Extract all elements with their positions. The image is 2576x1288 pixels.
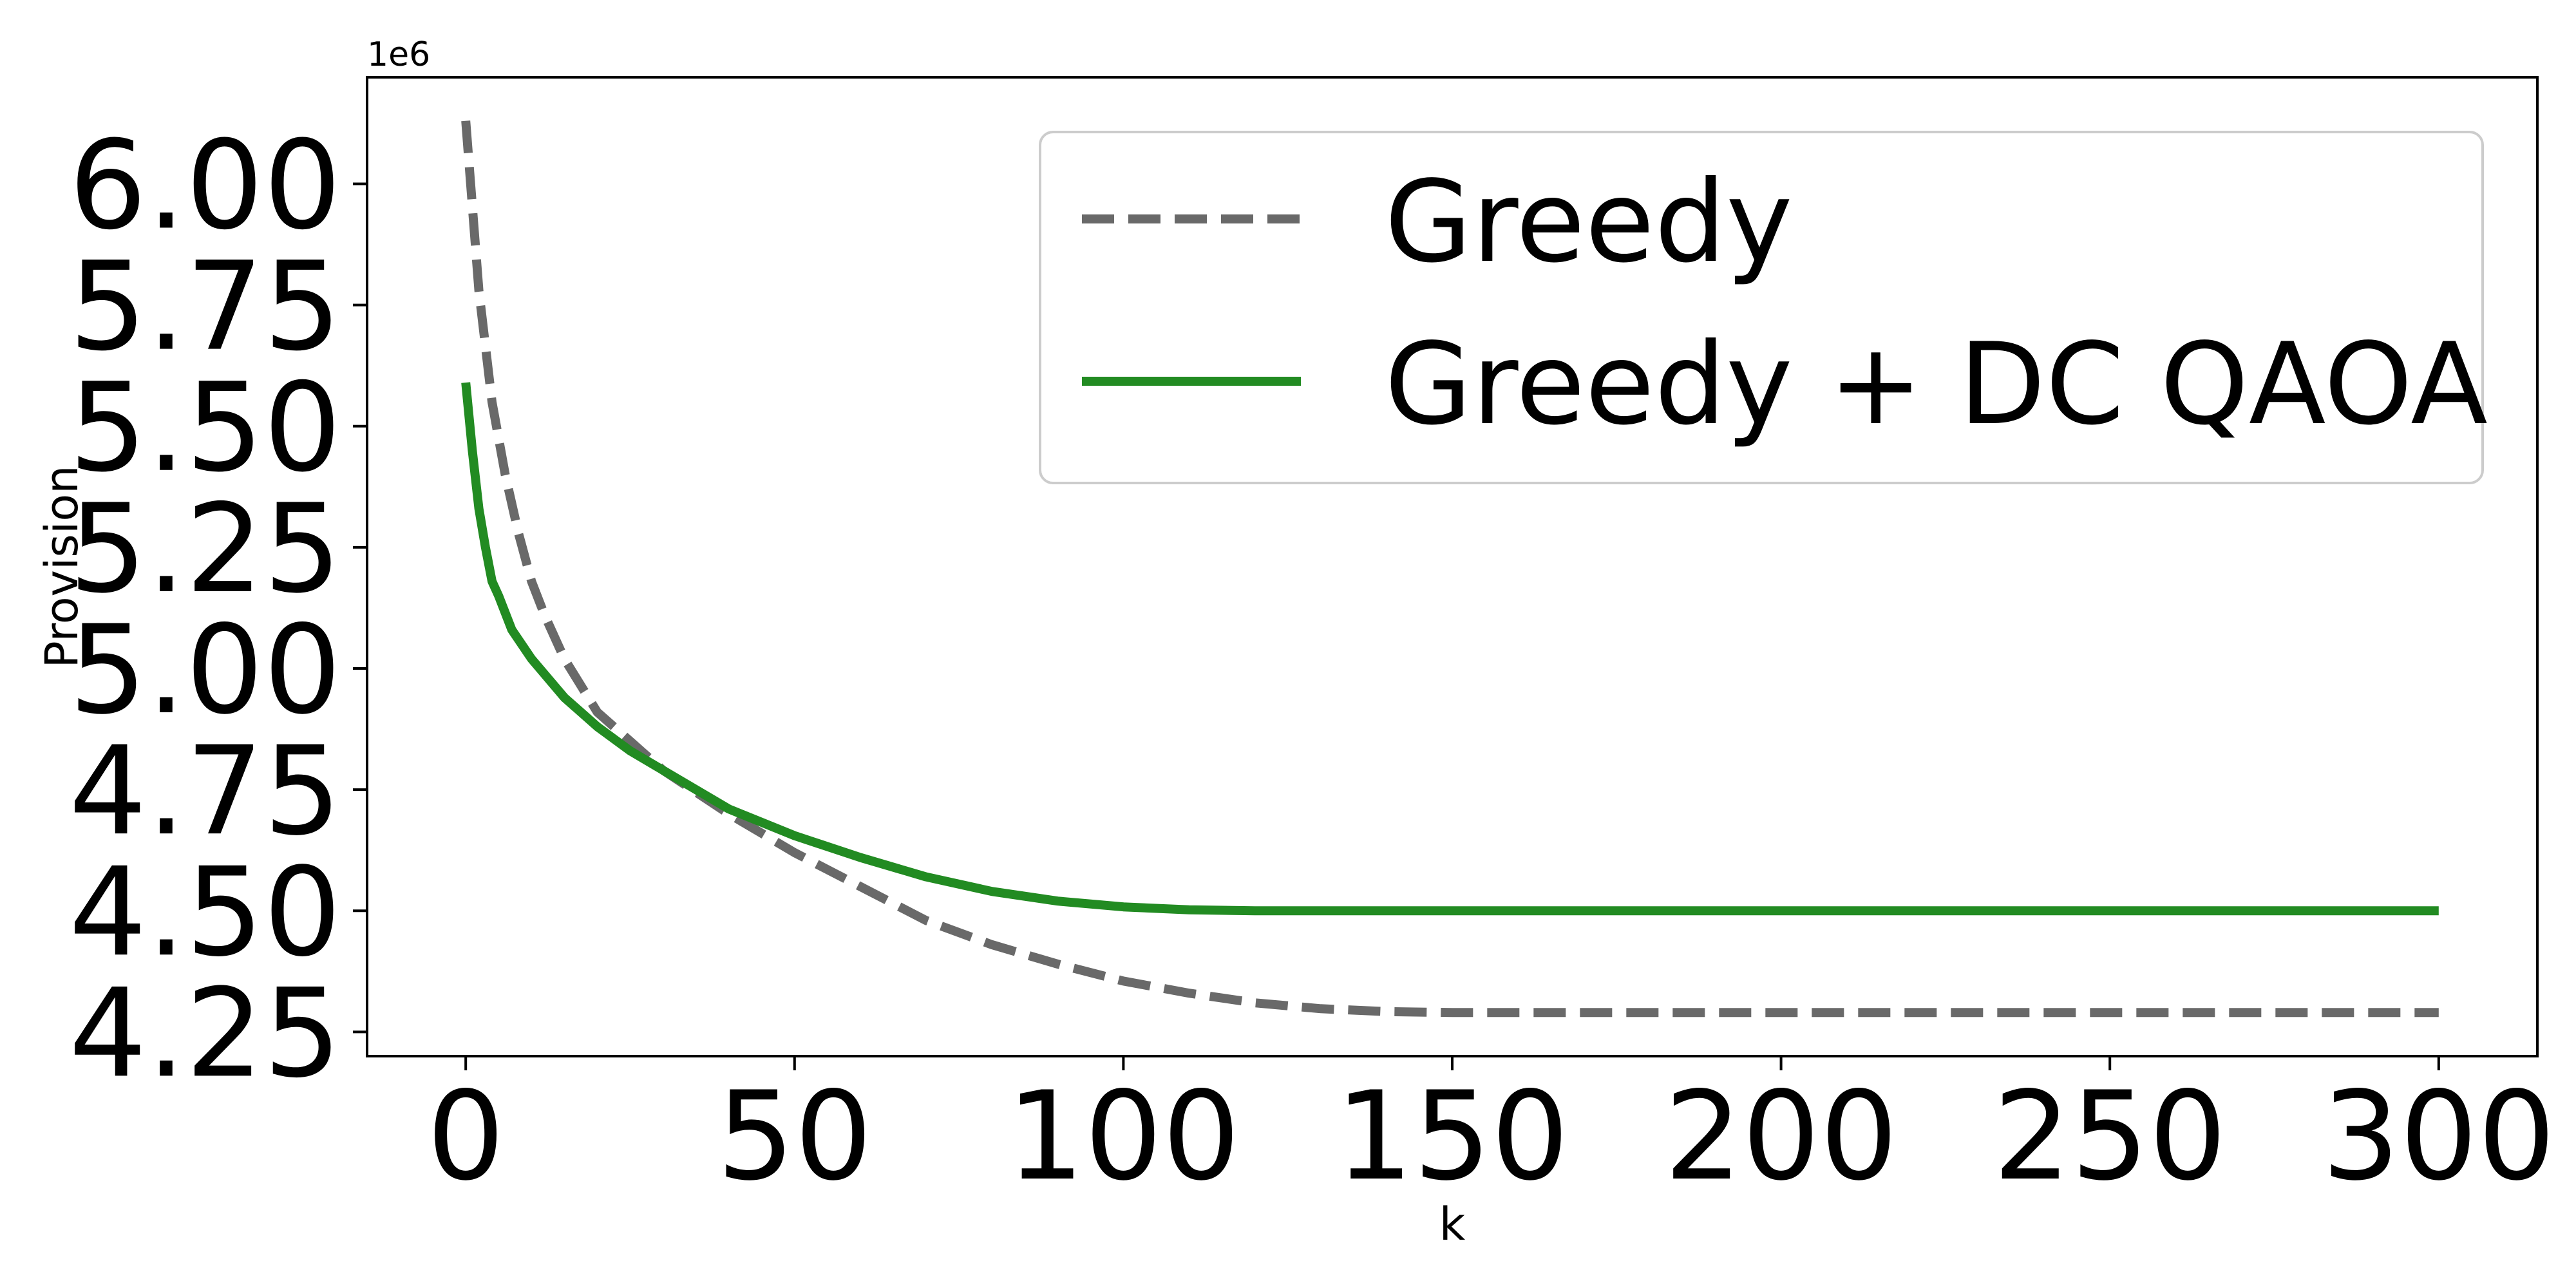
legend-label-greedy: Greedy (1385, 157, 1793, 288)
x-tick-label: 0 (427, 1065, 505, 1208)
legend: Greedy Greedy + DC QAOA (1039, 131, 2488, 484)
x-tick-label: 200 (1664, 1065, 1898, 1208)
y-tick-label: 5.50 (69, 357, 341, 499)
x-tick-label: 50 (717, 1065, 873, 1208)
x-tick-label: 300 (2322, 1065, 2555, 1208)
y-tick-label: 4.75 (69, 720, 341, 862)
series-line-greedy (461, 120, 2439, 1018)
x-axis-label: k (1439, 1198, 1466, 1251)
x-tick-label: 150 (1336, 1065, 1569, 1208)
y-axis-offset-label: 1e6 (367, 35, 430, 74)
y-tick-label: 5.00 (69, 599, 341, 741)
y-axis-label: Provision (35, 465, 88, 668)
legend-label-greedy-dc-qaoa: Greedy + DC QAOA (1385, 319, 2488, 450)
y-tick-label: 5.25 (69, 478, 341, 620)
y-tick-label: 5.75 (69, 236, 341, 378)
y-tick-label: 6.00 (69, 115, 341, 257)
x-tick-label: 100 (1007, 1065, 1240, 1208)
y-tick-label: 4.25 (69, 962, 341, 1104)
x-axis: 0 50 100 150 200 250 300 (427, 1056, 2555, 1208)
legend-box (1039, 131, 2484, 484)
y-tick-label: 4.50 (69, 841, 341, 983)
y-axis: 4.254.504.755.005.255.505.756.00 (69, 115, 367, 1104)
series-layer (461, 120, 2439, 1018)
series-line-greedy-dc-qaoa (461, 382, 2439, 916)
x-tick-label: 250 (1993, 1065, 2227, 1208)
